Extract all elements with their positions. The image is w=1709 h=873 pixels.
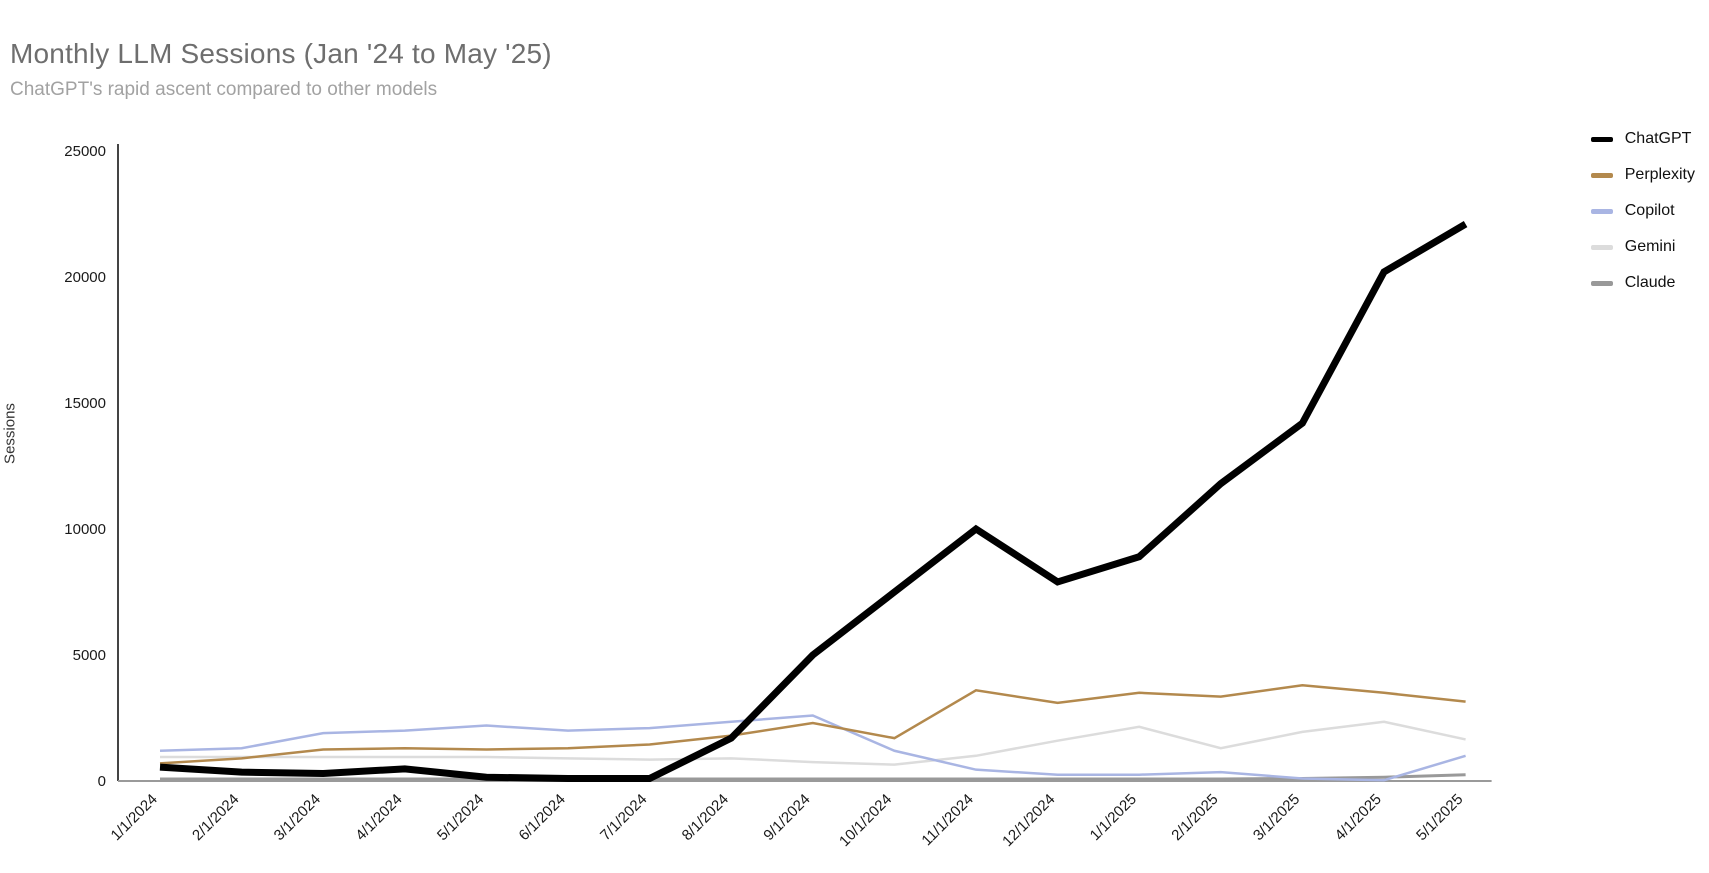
legend-label-copilot: Copilot bbox=[1624, 202, 1675, 219]
x-tick-label: 10/1/2024 bbox=[836, 791, 895, 850]
x-tick-label: 5/1/2024 bbox=[434, 791, 487, 844]
y-tick-label: 5000 bbox=[73, 647, 106, 664]
x-tick-label: 2/1/2024 bbox=[189, 791, 242, 844]
x-tick-label: 7/1/2024 bbox=[597, 791, 650, 844]
x-tick-label: 6/1/2024 bbox=[516, 791, 569, 844]
y-axis-title: Sessions bbox=[1, 403, 19, 464]
y-tick-label: 20000 bbox=[64, 269, 106, 286]
series-line-perplexity bbox=[159, 683, 1466, 765]
y-tick-label: 10000 bbox=[64, 521, 106, 538]
x-tick-label: 4/1/2024 bbox=[352, 791, 405, 844]
x-tick-label: 9/1/2024 bbox=[760, 791, 813, 844]
x-tick-label: 8/1/2024 bbox=[679, 791, 732, 844]
chart-title: Monthly LLM Sessions (Jan '24 to May '25… bbox=[10, 38, 552, 69]
legend-item-chatgpt: ChatGPT bbox=[1590, 128, 1695, 150]
legend-swatch-claude bbox=[1590, 280, 1613, 286]
x-tick-label: 11/1/2024 bbox=[918, 791, 976, 849]
y-tick-label: 0 bbox=[98, 773, 106, 790]
legend-label-chatgpt: ChatGPT bbox=[1624, 130, 1692, 147]
legend-swatch-copilot bbox=[1590, 208, 1613, 214]
series-line-copilot bbox=[159, 714, 1466, 782]
series-line-chatgpt bbox=[159, 221, 1468, 782]
x-tick-label: 1/1/2025 bbox=[1087, 791, 1140, 844]
legend-item-gemini: Gemini bbox=[1590, 236, 1695, 258]
x-tick-label: 12/1/2024 bbox=[999, 791, 1058, 850]
legend-swatch-perplexity bbox=[1590, 172, 1613, 178]
y-tick-label: 25000 bbox=[64, 143, 106, 160]
y-tick-label: 15000 bbox=[64, 395, 106, 412]
legend-label-claude: Claude bbox=[1624, 274, 1676, 291]
legend-swatch-chatgpt bbox=[1590, 136, 1613, 142]
x-tick-label: 5/1/2025 bbox=[1413, 791, 1466, 844]
x-tick-label: 1/1/2024 bbox=[108, 791, 161, 844]
x-tick-label: 4/1/2025 bbox=[1332, 791, 1385, 844]
legend-label-gemini: Gemini bbox=[1624, 238, 1676, 255]
legend-item-copilot: Copilot bbox=[1590, 200, 1695, 222]
x-tick-label: 3/1/2025 bbox=[1250, 791, 1303, 844]
chart-subtitle: ChatGPT's rapid ascent compared to other… bbox=[10, 79, 438, 100]
legend-swatch-gemini bbox=[1590, 244, 1613, 250]
legend-label-perplexity: Perplexity bbox=[1624, 166, 1695, 183]
x-tick-label: 3/1/2024 bbox=[271, 791, 324, 844]
chart-legend: ChatGPT Perplexity Copilot Gemini Claude bbox=[1590, 128, 1695, 294]
x-tick-label: 2/1/2025 bbox=[1168, 791, 1221, 844]
series-line-claude bbox=[160, 773, 1466, 781]
legend-item-claude: Claude bbox=[1590, 272, 1695, 294]
legend-item-perplexity: Perplexity bbox=[1590, 164, 1695, 186]
series-line-gemini bbox=[160, 720, 1466, 766]
